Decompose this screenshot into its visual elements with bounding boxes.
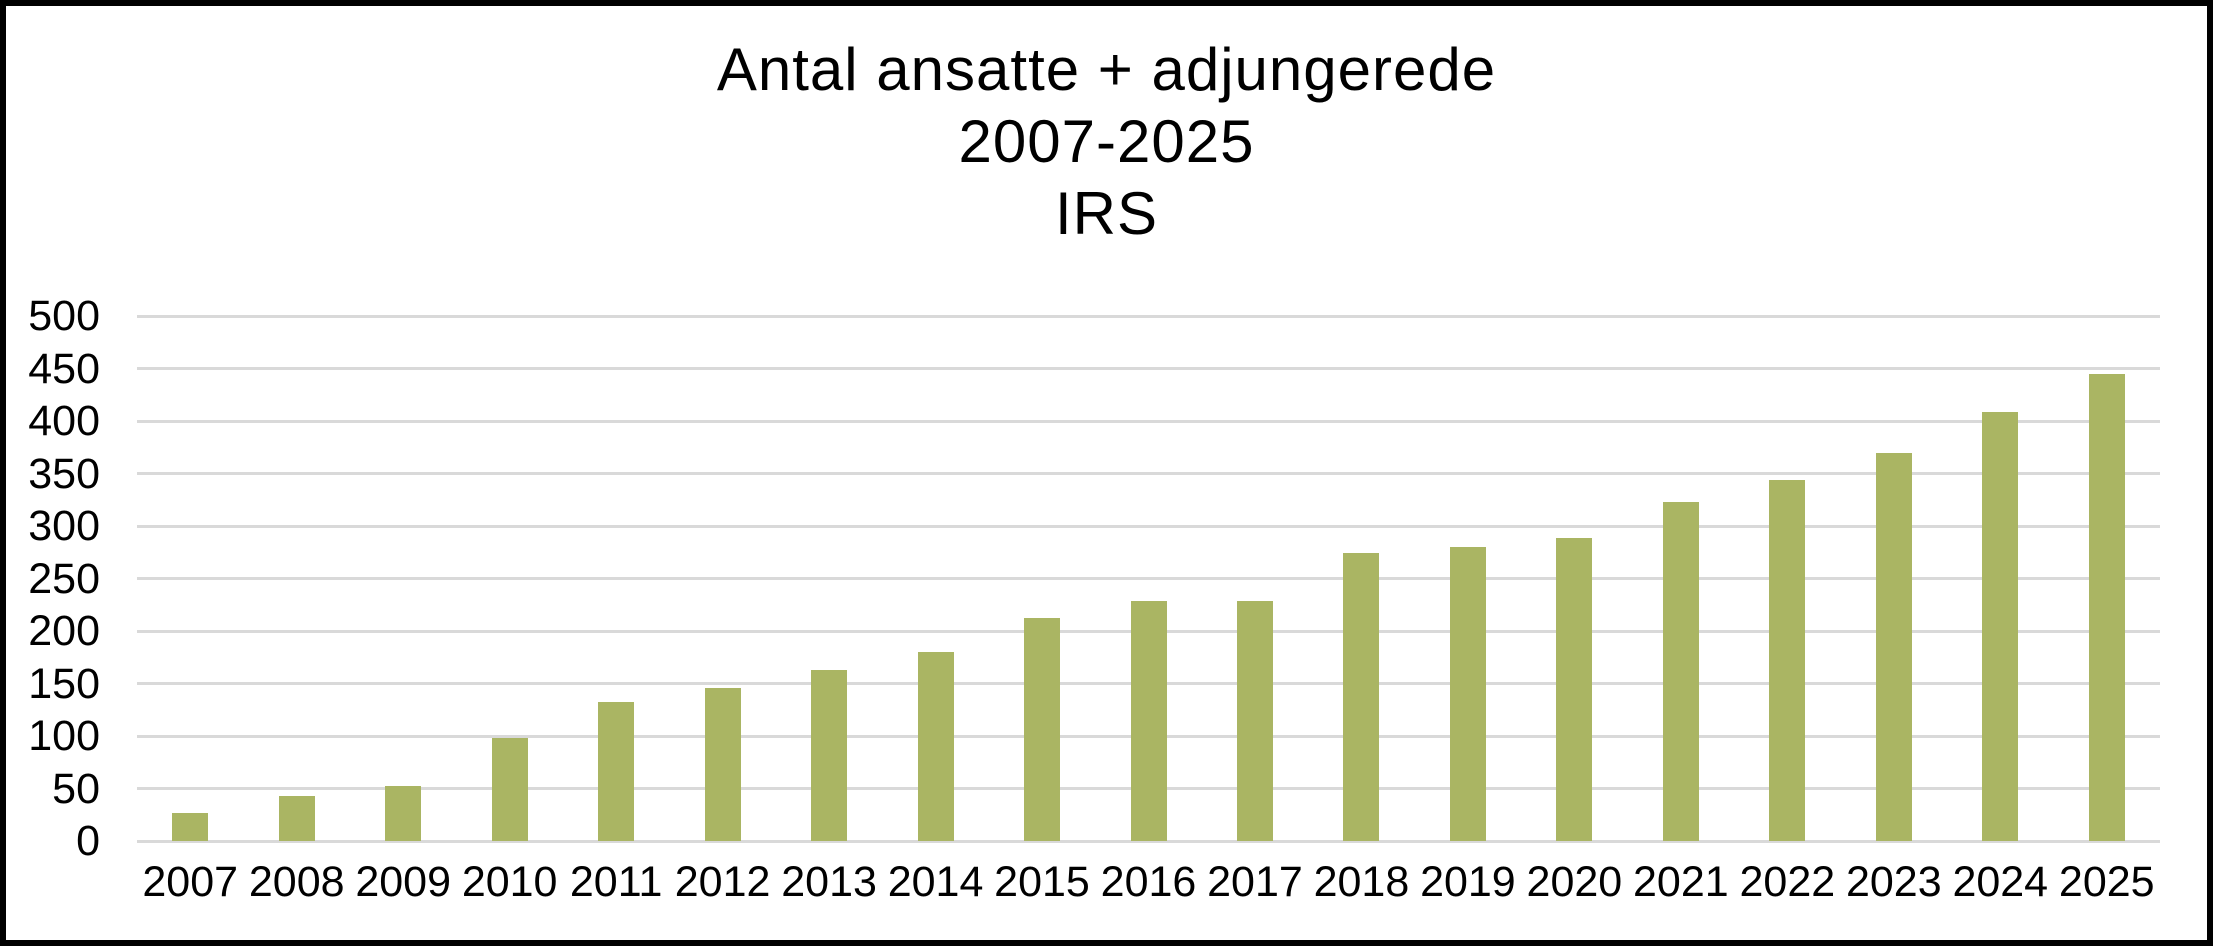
bar-2019	[1449, 547, 1486, 841]
y-axis-tick-label: 250	[28, 554, 100, 603]
bar-2025	[2088, 373, 2125, 841]
x-axis-tick-label: 2015	[994, 858, 1090, 906]
gridline-y-0	[137, 839, 2160, 843]
y-axis-tick-label: 50	[52, 764, 100, 813]
gridline-y-350	[137, 472, 2160, 475]
bar-2016	[1130, 600, 1167, 841]
bar-2015	[1024, 618, 1061, 841]
bar-2011	[598, 702, 635, 841]
x-axis-tick-label: 2016	[1100, 858, 1197, 906]
gridline-y-400	[137, 419, 2160, 423]
x-axis-tick-label: 2023	[1845, 858, 1942, 906]
bar-2018	[1343, 553, 1380, 841]
bar-2010	[491, 738, 528, 841]
y-axis-tick-label: 100	[28, 712, 100, 760]
x-axis-tick-label: 2025	[2058, 858, 2155, 906]
bar-2007	[172, 812, 209, 841]
chart-title-line-1: Antal ansatte + adjungerede	[716, 36, 1497, 103]
chart-title-line-3: IRS	[1054, 180, 1159, 247]
y-axis-tick-label: 350	[28, 449, 100, 498]
x-axis-tick-label: 2018	[1313, 858, 1410, 906]
gridline-y-250	[137, 577, 2160, 580]
x-axis-tick-label: 2008	[248, 858, 345, 906]
y-axis-tick-label: 300	[28, 502, 100, 550]
bar-2017	[1236, 600, 1273, 841]
x-axis-tick-label: 2012	[674, 858, 771, 906]
x-axis-tick-label: 2017	[1207, 858, 1303, 906]
x-axis-tick-label: 2013	[781, 858, 877, 906]
y-axis-tick-label: 400	[28, 397, 100, 445]
bar-2021	[1662, 501, 1699, 841]
bar-2012	[704, 687, 741, 841]
bar-2009	[385, 786, 422, 841]
bar-2024	[1982, 411, 2019, 841]
x-axis-tick-label: 2010	[461, 858, 558, 906]
x-axis-tick-label: 2014	[887, 858, 984, 906]
x-axis-tick-label: 2011	[569, 858, 663, 906]
gridline-y-500	[137, 314, 2160, 318]
y-axis-labels: 0 50 100 150 200 250 300 350 400 450 500	[0, 0, 100, 946]
y-axis-tick-label: 0	[76, 817, 100, 865]
bar-2013	[811, 669, 848, 841]
x-axis-tick-label: 2022	[1739, 858, 1836, 906]
bar-2008	[278, 795, 315, 841]
gridline-y-450	[137, 367, 2160, 370]
y-axis-tick-label: 200	[28, 607, 100, 655]
plot-area	[137, 314, 2160, 843]
x-axis-tick-label: 2024	[1952, 858, 2049, 906]
bar-2020	[1556, 537, 1593, 841]
bar-2023	[1875, 452, 1912, 841]
x-axis-tick-label: 2021	[1633, 858, 1729, 906]
x-axis-tick-label: 2019	[1420, 858, 1516, 906]
x-axis-tick-label: 2007	[142, 858, 239, 906]
gridline-y-300	[137, 524, 2160, 528]
bar-2022	[1769, 479, 1806, 841]
chart-title-line-2: 2007-2025	[958, 108, 1255, 175]
x-axis-tick-label: 2009	[355, 858, 451, 906]
y-axis-tick-label: 150	[28, 659, 100, 708]
y-axis-tick-label: 500	[28, 292, 100, 340]
bar-2014	[917, 652, 954, 841]
x-axis-tick-label: 2020	[1526, 858, 1623, 906]
y-axis-tick-label: 450	[28, 344, 100, 393]
chart-title: Antal ansatte + adjungerede 2007-2025 IR…	[0, 34, 2213, 250]
